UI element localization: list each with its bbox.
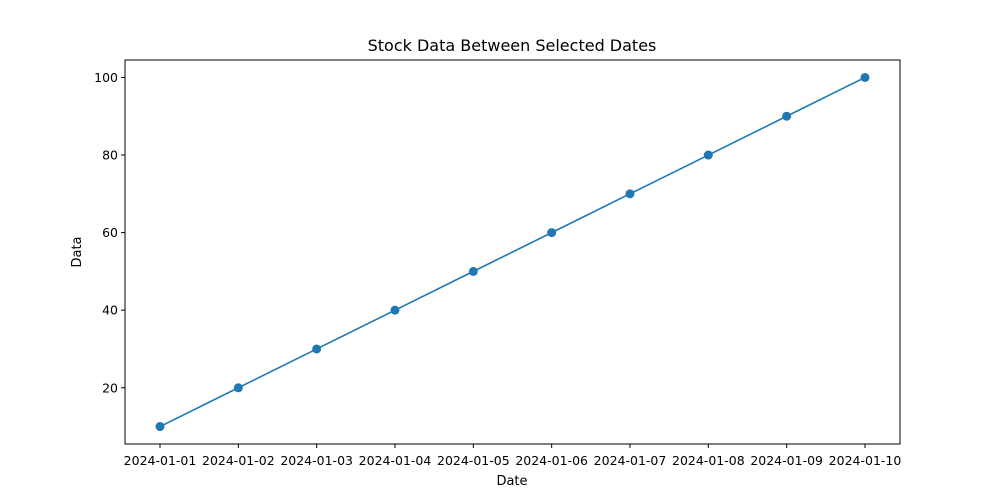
data-point [233, 383, 243, 393]
y-tick-label: 20 [102, 380, 118, 395]
x-tick-label: 2024-01-02 [202, 453, 275, 468]
x-tick-label: 2024-01-10 [829, 453, 902, 468]
y-axis-label: Data [70, 236, 85, 267]
chart-title: Stock Data Between Selected Dates [368, 36, 657, 55]
data-point [312, 344, 322, 354]
series-layer [155, 72, 870, 432]
x-tick-label: 2024-01-05 [437, 453, 510, 468]
y-tick-label: 80 [102, 148, 118, 163]
data-point [468, 266, 478, 276]
x-tick-label: 2024-01-06 [515, 453, 588, 468]
x-tick-label: 2024-01-09 [750, 453, 823, 468]
y-tick-label: 60 [102, 225, 118, 240]
data-point [782, 111, 792, 121]
data-point [155, 422, 165, 432]
x-tick-label: 2024-01-01 [124, 453, 197, 468]
data-point [547, 228, 557, 238]
x-tick-label: 2024-01-08 [672, 453, 745, 468]
x-axis: 2024-01-01 2024-01-02 2024-01-03 2024-01-04… [124, 444, 902, 468]
x-axis-label: Date [496, 474, 527, 489]
plot-area [124, 59, 901, 445]
x-tick-label: 2024-01-07 [594, 453, 667, 468]
data-point [860, 72, 870, 82]
data-point [390, 305, 400, 315]
data-point [625, 189, 635, 199]
series-line [159, 76, 866, 428]
x-tick-label: 2024-01-03 [280, 453, 353, 468]
data-point [703, 150, 713, 160]
y-axis: 20 40 60 80 100 [94, 70, 125, 395]
x-tick-label: 2024-01-04 [359, 453, 432, 468]
y-tick-label: 100 [94, 70, 118, 85]
y-tick-label: 40 [102, 303, 118, 318]
